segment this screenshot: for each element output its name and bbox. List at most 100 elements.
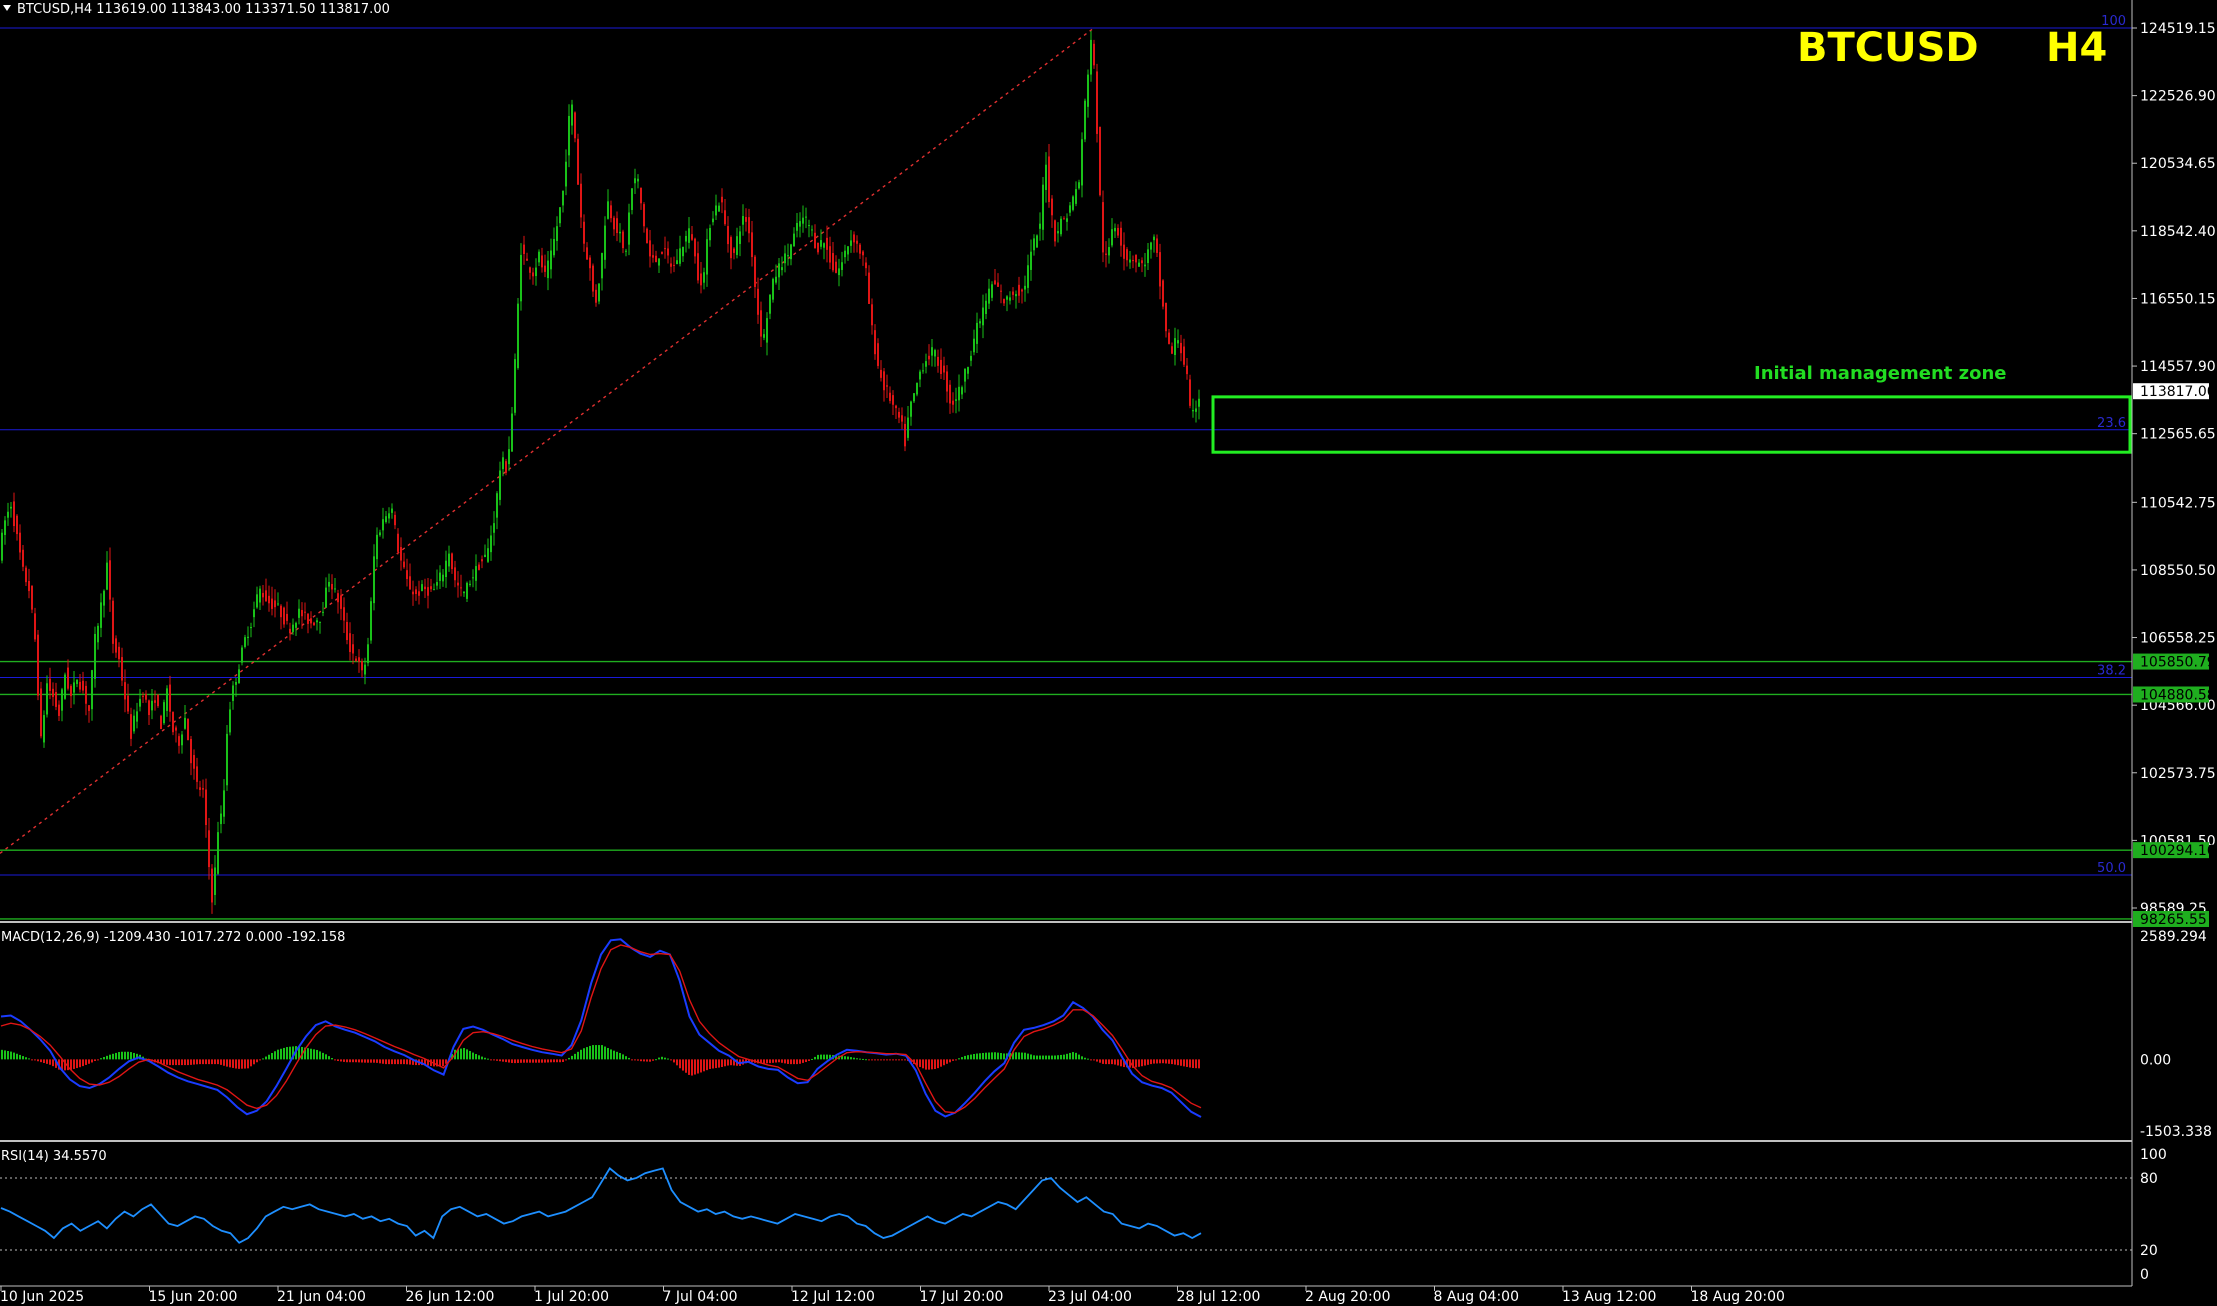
candle-body	[892, 395, 894, 405]
candle-body	[1045, 164, 1047, 190]
candle-body	[484, 554, 486, 558]
macd-histogram-bar	[1015, 1052, 1017, 1060]
candle-body	[1018, 284, 1020, 296]
candle-body	[958, 386, 960, 401]
macd-histogram-bar	[943, 1059, 945, 1066]
macd-histogram-bar	[694, 1059, 696, 1075]
candle-body	[640, 187, 642, 204]
trend-line[interactable]	[0, 28, 1094, 854]
candle-body	[28, 580, 30, 592]
candle-body	[157, 694, 159, 707]
candle-body	[664, 248, 666, 250]
macd-histogram-bar	[187, 1059, 189, 1066]
macd-histogram-bar	[412, 1059, 414, 1065]
macd-histogram-bar	[1039, 1055, 1041, 1060]
level-price-label: 98265.55	[2140, 912, 2207, 928]
macd-histogram-bar	[397, 1059, 399, 1065]
macd-histogram-bar	[763, 1059, 765, 1064]
macd-histogram-bar	[730, 1059, 732, 1066]
candle-body	[814, 232, 816, 248]
candle-body	[553, 239, 555, 256]
candle-body	[1153, 236, 1155, 241]
candle-body	[1138, 262, 1140, 267]
macd-histogram-bar	[313, 1049, 315, 1060]
macd-histogram-bar	[325, 1054, 327, 1060]
macd-histogram-bar	[499, 1059, 501, 1062]
macd-tick-label: 2589.294	[2140, 929, 2207, 945]
macd-histogram-bar	[1078, 1054, 1080, 1060]
candle-body	[817, 242, 819, 253]
macd-histogram-bar	[265, 1056, 267, 1060]
candle-body	[52, 688, 54, 698]
candle-body	[352, 644, 354, 654]
candle-body	[910, 401, 912, 417]
candle-body	[1051, 198, 1053, 216]
candle-body	[1069, 205, 1071, 213]
level-price-badge	[2133, 910, 2209, 927]
candle-body	[166, 688, 168, 711]
macd-histogram-bar	[607, 1047, 609, 1060]
collapse-triangle-icon[interactable]	[3, 5, 11, 11]
horizontal-levels	[0, 660, 2132, 920]
macd-histogram-bar	[664, 1057, 666, 1060]
candle-body	[667, 248, 669, 256]
candle-body	[976, 322, 978, 344]
time-tick-label: 10 Jun 2025	[0, 1289, 84, 1305]
macd-histogram-bar	[781, 1059, 783, 1063]
macd-histogram-bar	[163, 1059, 165, 1065]
candle-body	[1072, 196, 1074, 210]
macd-histogram-bar	[841, 1055, 843, 1060]
level-price-badge	[2133, 842, 2209, 859]
candle-body	[301, 609, 303, 617]
candle-body	[343, 607, 345, 621]
candle-body	[454, 567, 456, 581]
candle-body	[196, 766, 198, 782]
candle-body	[193, 755, 195, 769]
candle-body	[733, 248, 735, 253]
macd-histogram-bar	[964, 1055, 966, 1060]
candle-body	[691, 234, 693, 240]
macd-histogram-bar	[1060, 1054, 1062, 1060]
candles	[1, 30, 1200, 914]
candle-body	[286, 613, 288, 621]
macd-histogram-bar	[571, 1055, 573, 1060]
candle-body	[445, 560, 447, 578]
macd-histogram-bar	[289, 1046, 291, 1060]
macd-histogram-bar	[316, 1049, 318, 1060]
candle-body	[793, 233, 795, 247]
macd-histogram-bar	[760, 1059, 762, 1064]
macd-histogram-bar	[220, 1059, 222, 1065]
macd-histogram-bar	[1150, 1059, 1152, 1065]
candle-body	[478, 564, 480, 570]
candle-body	[379, 532, 381, 536]
macd-histogram-bar	[103, 1057, 105, 1060]
candle-body	[1060, 218, 1062, 235]
macd-histogram-bar	[883, 1059, 885, 1061]
candle-body	[565, 161, 567, 187]
macd-histogram-bar	[880, 1059, 882, 1061]
candle-body	[649, 240, 651, 257]
macd-histogram-bar	[40, 1059, 42, 1063]
macd-histogram-bar	[208, 1059, 210, 1065]
candle-body	[1099, 126, 1101, 196]
macd-histogram-bar	[577, 1051, 579, 1060]
macd-histogram-bar	[25, 1057, 27, 1060]
candle-body	[571, 104, 573, 126]
macd-histogram-bar	[124, 1051, 126, 1060]
macd-histogram-bar	[589, 1045, 591, 1060]
candle-body	[121, 657, 123, 681]
macd-histogram-bar	[1180, 1059, 1182, 1066]
price-tick-label: 122526.90	[2140, 89, 2216, 105]
candle-body	[19, 532, 21, 553]
candle-body	[262, 592, 264, 598]
macd-histogram-bar	[169, 1059, 171, 1066]
macd-histogram-bar	[238, 1059, 240, 1069]
candle-body	[529, 267, 531, 273]
candle-body	[829, 246, 831, 263]
candle-body	[223, 790, 225, 817]
management-zone[interactable]	[1211, 395, 2132, 454]
candle-body	[1009, 297, 1011, 301]
macd-histogram-bar	[559, 1059, 561, 1063]
candle-body	[589, 257, 591, 269]
macd-histogram-bar	[658, 1057, 660, 1060]
